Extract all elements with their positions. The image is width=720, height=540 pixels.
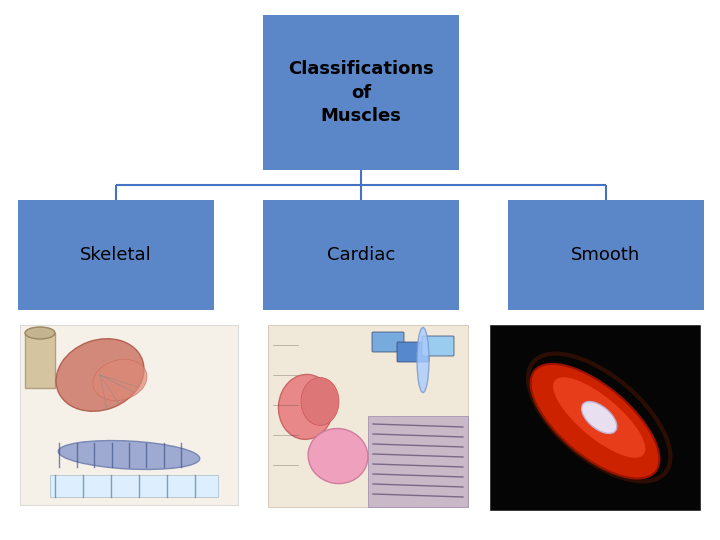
FancyBboxPatch shape	[422, 336, 454, 356]
Text: Smooth: Smooth	[572, 246, 641, 264]
Text: Classifications
of
Muscles: Classifications of Muscles	[288, 60, 434, 125]
Bar	[50, 475, 218, 497]
Text: Skeletal: Skeletal	[80, 246, 152, 264]
Ellipse shape	[553, 377, 645, 458]
Ellipse shape	[308, 428, 368, 484]
Ellipse shape	[25, 327, 55, 339]
Ellipse shape	[279, 374, 333, 440]
Bar	[20, 325, 238, 505]
Ellipse shape	[417, 327, 429, 393]
Bar	[263, 15, 459, 170]
Ellipse shape	[56, 339, 144, 411]
Bar	[508, 200, 704, 310]
Ellipse shape	[58, 441, 199, 469]
FancyBboxPatch shape	[372, 332, 404, 352]
Ellipse shape	[93, 360, 147, 401]
Ellipse shape	[582, 402, 617, 434]
Bar	[268, 325, 468, 507]
Ellipse shape	[531, 364, 660, 478]
Ellipse shape	[301, 377, 339, 426]
Bar	[25, 333, 55, 388]
Bar	[490, 325, 700, 510]
Bar	[18, 200, 214, 310]
Bar	[368, 416, 468, 507]
Text: Cardiac: Cardiac	[327, 246, 395, 264]
Bar	[263, 200, 459, 310]
FancyBboxPatch shape	[397, 342, 429, 362]
